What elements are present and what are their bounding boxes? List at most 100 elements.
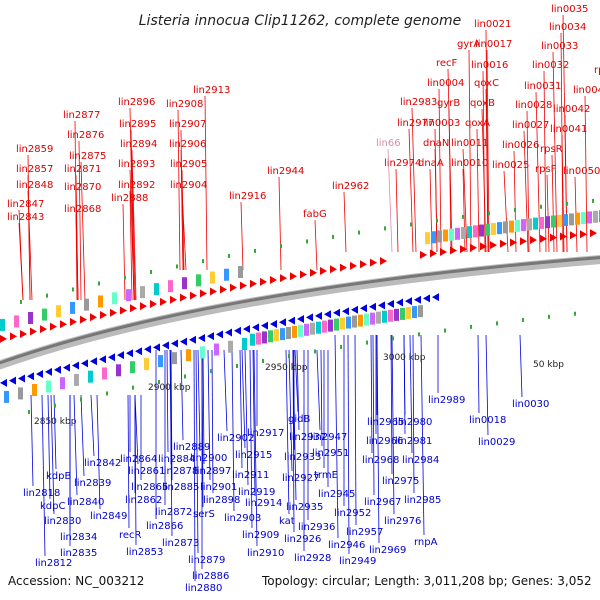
gene-label: lin0045 (573, 85, 600, 96)
label-connector (334, 334, 339, 539)
label-connector (316, 349, 321, 431)
feature-block (394, 308, 399, 321)
plus-strand-gene-arrow (530, 235, 537, 244)
feature-block (310, 322, 315, 335)
marker-tick (106, 391, 108, 396)
minus-strand-gene-arrow (27, 372, 34, 381)
label-connector (223, 349, 228, 432)
gene-label: lin0010 (451, 158, 488, 169)
gene-label: lin2944 (267, 166, 304, 177)
label-connector (519, 334, 523, 398)
marker-tick (80, 397, 82, 402)
label-connector (395, 168, 399, 253)
minus-strand-gene-arrow (324, 310, 331, 319)
marker-tick (176, 264, 178, 269)
marker-tick (314, 349, 316, 354)
gene-label: lin0031 (524, 81, 561, 92)
gene-label: lin2853 (126, 547, 163, 558)
label-connector (523, 130, 529, 253)
plus-strand-gene-arrow (100, 311, 107, 320)
gene-label: lin2983 (400, 97, 437, 108)
label-connector (448, 108, 452, 253)
minus-strand-gene-arrow (315, 311, 322, 320)
plus-strand-gene-arrow (120, 306, 127, 315)
gene-label: lin0041 (550, 124, 587, 135)
feature-block (158, 355, 163, 368)
plus-strand-gene-arrow (190, 291, 197, 300)
feature-block (382, 310, 387, 323)
plus-strand-gene-arrow (500, 239, 507, 248)
plus-strand-gene-arrow (0, 334, 7, 343)
feature-block (467, 226, 472, 239)
feature-block (200, 346, 205, 359)
gene-label: lin2859 (16, 144, 53, 155)
plus-strand-gene-arrow (480, 242, 487, 251)
gene-label: rpsF (535, 164, 557, 175)
minus-strand-gene-arrow (396, 298, 403, 307)
feature-block (352, 315, 357, 328)
label-connector (462, 148, 468, 253)
gene-label: lin2975 (382, 476, 419, 487)
gene-label: lin2917 (247, 428, 284, 439)
plus-strand-gene-arrow (140, 302, 147, 311)
gene-label: lin2908 (166, 99, 203, 110)
gene-label: kdpC (40, 501, 65, 512)
label-connector (130, 129, 136, 301)
feature-block (370, 312, 375, 325)
gene-label: lin0021 (474, 19, 511, 30)
plus-strand-gene-arrow (110, 308, 117, 317)
gene-label: rpsR (540, 144, 563, 155)
gene-label: lin66 (376, 138, 401, 149)
gene-label: lin2969 (369, 545, 406, 556)
feature-block (400, 307, 405, 320)
plus-strand-gene-arrow (320, 266, 327, 275)
gene-label: lin2893 (118, 159, 155, 170)
feature-block (298, 324, 303, 337)
gene-label: lin2871 (64, 164, 101, 175)
gene-label: lin0034 (549, 22, 586, 33)
label-connector (80, 394, 85, 477)
label-connector (207, 349, 211, 481)
minus-strand-gene-arrow (108, 353, 115, 362)
label-connector (127, 394, 130, 529)
minus-strand-gene-arrow (162, 341, 169, 350)
plus-strand-gene-arrow (420, 250, 427, 259)
marker-tick (548, 314, 550, 319)
feature-block (46, 380, 51, 393)
feature-block (431, 231, 436, 244)
plus-strand-gene-arrow (250, 279, 257, 288)
plus-strand-gene-arrow (40, 325, 47, 334)
feature-block (172, 352, 177, 365)
gene-label: lin2861 (128, 466, 165, 477)
minus-strand-gene-arrow (99, 355, 106, 364)
feature-block (322, 320, 327, 333)
gene-label: lin0003 (423, 118, 460, 129)
map-title: Listeria innocua Clip11262, complete gen… (139, 13, 461, 29)
marker-tick (418, 332, 420, 337)
minus-strand-gene-arrow (198, 333, 205, 342)
gene-label: lin2945 (318, 489, 355, 500)
feature-block (443, 229, 448, 242)
gene-label: lin2880 (185, 583, 222, 594)
gene-label: lin2876 (67, 130, 104, 141)
feature-block (545, 216, 550, 229)
label-connector (370, 334, 373, 454)
label-connector (181, 169, 185, 271)
marker-tick (496, 321, 498, 326)
gene-label: lin2905 (170, 159, 207, 170)
feature-block (60, 377, 65, 390)
label-connector (27, 190, 33, 301)
feature-block (70, 301, 75, 314)
feature-block (228, 340, 233, 353)
gene-label: fabG (303, 209, 327, 220)
label-connector (411, 107, 417, 253)
feature-block (334, 318, 339, 331)
marker-tick (574, 311, 576, 316)
minus-strand-gene-arrow (423, 294, 430, 303)
gene-label: lin2965 (367, 417, 404, 428)
marker-tick (340, 344, 342, 349)
label-connector (320, 349, 323, 447)
gene-label: lin2952 (334, 508, 371, 519)
